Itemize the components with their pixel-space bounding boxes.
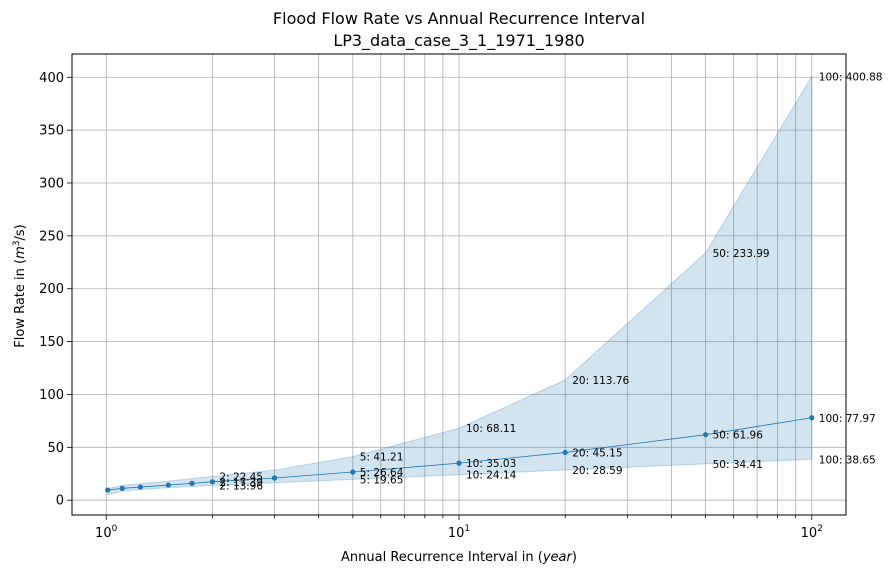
data-points-layer <box>105 415 815 493</box>
y-axis-label-unit: m <box>13 246 28 259</box>
x-tick-label: 102 <box>801 524 823 541</box>
y-tick-label: 400 <box>39 71 64 86</box>
data-annotation: 5: 26.64 <box>360 467 404 479</box>
chart-subtitle: LP3_data_case_3_1_1971_1980 <box>333 31 584 51</box>
chart-title: Flood Flow Rate vs Annual Recurrence Int… <box>273 9 645 28</box>
x-axis-label-text: Annual Recurrence Interval in <box>341 550 538 565</box>
y-tick-label: 300 <box>39 176 64 191</box>
data-annotation: 2: 17.39 <box>219 477 263 489</box>
data-annotation: 10: 24.14 <box>466 470 517 482</box>
data-point <box>189 480 195 486</box>
data-point <box>456 460 462 466</box>
data-annotation: 100: 77.97 <box>819 413 876 425</box>
y-axis-label-text: Flow Rate in <box>13 264 28 348</box>
series-line <box>107 417 812 491</box>
data-point <box>703 432 709 438</box>
data-annotation: 100: 38.65 <box>819 454 876 466</box>
y-axis-label-exp: 3 <box>12 241 22 247</box>
y-tick-label: 50 <box>47 441 64 456</box>
data-point <box>350 469 356 475</box>
data-annotation: 20: 45.15 <box>572 447 622 459</box>
data-annotation: 2: 22.45 <box>219 471 263 483</box>
data-point <box>271 475 278 481</box>
data-annotation: 50: 34.41 <box>713 459 763 471</box>
y-tick-label: 100 <box>39 388 64 403</box>
data-annotation: 2: 13.96 <box>219 480 263 492</box>
y-axis-label-tail: /s) <box>13 224 28 240</box>
data-annotation: 10: 68.11 <box>466 423 516 435</box>
confidence-band <box>107 74 813 496</box>
y-tick-label: 150 <box>39 335 64 350</box>
x-axis-ticks: 100 101 102 <box>95 515 823 541</box>
data-annotation: 50: 61.96 <box>713 430 764 442</box>
data-annotation: 5: 41.21 <box>360 452 404 464</box>
y-tick-label: 350 <box>39 124 64 139</box>
series-line-layer <box>107 417 812 491</box>
data-point <box>137 484 143 490</box>
x-tick-label: 100 <box>95 524 118 541</box>
data-annotation: 20: 28.59 <box>572 465 622 477</box>
y-tick-label: 250 <box>39 229 64 244</box>
data-point <box>165 482 171 488</box>
y-axis-ticks: 0 50 100 150 200 250 300 350 400 <box>39 71 72 509</box>
grid-lines <box>72 54 846 515</box>
data-point <box>105 487 111 493</box>
x-axis-label: Annual Recurrence Interval in (year) <box>341 550 577 565</box>
x-tick-label: 101 <box>448 524 470 541</box>
data-point <box>562 449 568 456</box>
data-annotation: 100: 400.88 <box>819 71 883 83</box>
data-annotation: 20: 113.76 <box>572 375 629 387</box>
y-tick-label: 200 <box>39 282 64 297</box>
data-point <box>209 479 215 485</box>
data-annotation: 50: 233.99 <box>713 248 770 260</box>
confidence-band-layer <box>107 74 813 496</box>
data-annotation: 10: 35.03 <box>466 458 516 470</box>
x-axis-label-unit: year <box>542 550 574 565</box>
annotations-layer: 2: 22.452: 17.392: 13.96 5: 41.21 5: 26.64… <box>219 71 882 492</box>
data-point <box>809 415 815 421</box>
y-axis-label: Flow Rate in (m3/s) <box>12 224 28 347</box>
data-point <box>119 485 125 491</box>
data-annotation: 5: 19.65 <box>360 474 404 486</box>
y-tick-label: 0 <box>56 494 64 509</box>
